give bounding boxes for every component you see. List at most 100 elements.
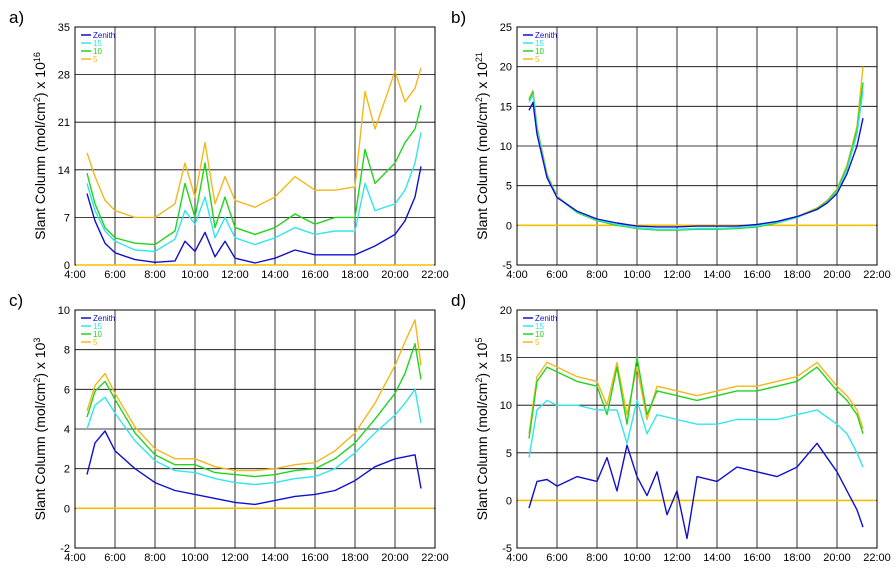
y-axis-label-part: ) x 10	[474, 342, 490, 377]
x-tick-label: 8:00	[586, 552, 607, 564]
x-tick-label: 20:00	[381, 552, 409, 564]
x-tick-label: 18:00	[783, 269, 811, 281]
x-tick-label: 8:00	[144, 552, 165, 564]
y-axis-label-sup: 2	[474, 378, 484, 383]
y-axis-label-part: Slant Column (mol/cm	[474, 102, 490, 240]
legend-entry: 10	[93, 47, 102, 56]
x-tick-label: 20:00	[823, 269, 851, 281]
y-tick-label: 25	[500, 22, 512, 34]
x-tick-label: 20:00	[823, 552, 851, 564]
y-tick-label: 10	[58, 305, 70, 317]
y-tick-label: 10	[500, 400, 512, 412]
y-tick-label: 15	[500, 101, 512, 113]
y-tick-label: 5	[506, 181, 512, 193]
x-tick-label: 10:00	[181, 552, 209, 564]
y-axis-label-part: Slant Column (mol/cm	[474, 383, 490, 521]
y-tick-label: -5	[502, 260, 512, 272]
series-line-5	[528, 66, 864, 231]
panel-label: b)	[451, 8, 466, 27]
x-tick-label: 18:00	[783, 552, 811, 564]
x-tick-label: 4:00	[506, 269, 527, 281]
x-tick-label: 18:00	[341, 552, 369, 564]
x-tick-label: 16:00	[301, 552, 329, 564]
legend-entry: 10	[535, 330, 544, 339]
y-tick-label: 0	[64, 260, 70, 272]
x-tick-label: 22:00	[863, 269, 891, 281]
x-tick-label: 14:00	[261, 269, 289, 281]
x-tick-label: 14:00	[703, 269, 731, 281]
x-tick-label: 8:00	[586, 269, 607, 281]
series-line-15	[86, 388, 422, 486]
y-axis-label: Slant Column (mol/cm2) x 103	[32, 338, 48, 521]
panel-label: c)	[9, 291, 23, 310]
y-tick-label: 20	[500, 305, 512, 317]
x-tick-label: 16:00	[301, 269, 329, 281]
x-tick-label: 18:00	[341, 269, 369, 281]
y-axis-label-sup: 2	[474, 97, 484, 102]
y-axis-label: Slant Column (mol/cm2) x 105	[474, 338, 490, 521]
legend-entry: 15	[535, 322, 544, 331]
legend-entry: 15	[93, 322, 102, 331]
y-tick-label: 2	[64, 464, 70, 476]
y-tick-label: 0	[506, 495, 512, 507]
x-tick-label: 4:00	[506, 552, 527, 564]
x-tick-label: 20:00	[381, 269, 409, 281]
x-tick-label: 10:00	[623, 269, 651, 281]
x-tick-label: 14:00	[261, 552, 289, 564]
x-tick-label: 4:00	[64, 552, 85, 564]
legend-entry: 10	[93, 330, 102, 339]
y-axis-label-part: Slant Column (mol/cm	[32, 102, 48, 240]
series-line-15	[528, 399, 864, 468]
y-tick-label: 28	[58, 70, 70, 82]
legend-entry: Zenith	[93, 314, 115, 323]
series-line-zenith	[86, 430, 422, 506]
x-tick-label: 14:00	[703, 552, 731, 564]
legend-entry: 15	[93, 39, 102, 48]
series-line-zenith	[528, 101, 864, 228]
series-line-5	[86, 67, 422, 219]
y-tick-label: 10	[500, 141, 512, 153]
x-tick-label: 16:00	[743, 552, 771, 564]
y-tick-label: -2	[60, 543, 70, 555]
x-tick-label: 6:00	[546, 552, 567, 564]
y-tick-label: 15	[500, 353, 512, 365]
y-tick-label: -5	[502, 543, 512, 555]
legend-entry: 5	[535, 55, 540, 64]
x-tick-label: 8:00	[144, 269, 165, 281]
series-line-15	[528, 90, 864, 231]
series-line-5	[86, 319, 422, 472]
y-axis-label-part: Slant Column (mol/cm	[32, 383, 48, 521]
y-tick-label: 8	[64, 345, 70, 357]
y-tick-label: 7	[64, 212, 70, 224]
legend-entry: 5	[93, 55, 98, 64]
y-tick-label: 0	[64, 503, 70, 515]
chart-panel-1: 4:00 6:00 8:00 10:00 12:00 14:00 16:00 18:00 20:…	[9, 8, 449, 281]
plot-frame	[516, 309, 878, 549]
series-line-5	[528, 361, 864, 434]
plot-frame	[74, 309, 436, 549]
x-tick-label: 12:00	[663, 552, 691, 564]
series-line-zenith	[86, 166, 422, 264]
panel-label: d)	[451, 291, 466, 310]
y-axis-label-part: ) x 10	[32, 342, 48, 377]
chart-panel-2: 4:00 6:00 8:00 10:00 12:00 14:00 16:00 18:00 20:…	[451, 8, 891, 281]
x-tick-label: 12:00	[221, 269, 249, 281]
x-tick-label: 12:00	[663, 269, 691, 281]
y-axis-label-sup: 5	[474, 338, 484, 343]
legend-entry: Zenith	[93, 31, 115, 40]
y-tick-label: 14	[58, 165, 70, 177]
x-tick-label: 6:00	[104, 552, 125, 564]
x-tick-label: 22:00	[421, 269, 449, 281]
legend-entry: 10	[535, 47, 544, 56]
legend-entry: Zenith	[535, 314, 557, 323]
y-axis-label-part: ) x 10	[474, 62, 490, 97]
y-tick-label: 4	[64, 424, 70, 436]
y-tick-label: 0	[506, 220, 512, 232]
legend-entry: 15	[535, 39, 544, 48]
y-axis-label-sup: 16	[32, 52, 42, 62]
x-tick-label: 6:00	[546, 269, 567, 281]
y-tick-label: 5	[506, 448, 512, 460]
legend-entry: Zenith	[535, 31, 557, 40]
